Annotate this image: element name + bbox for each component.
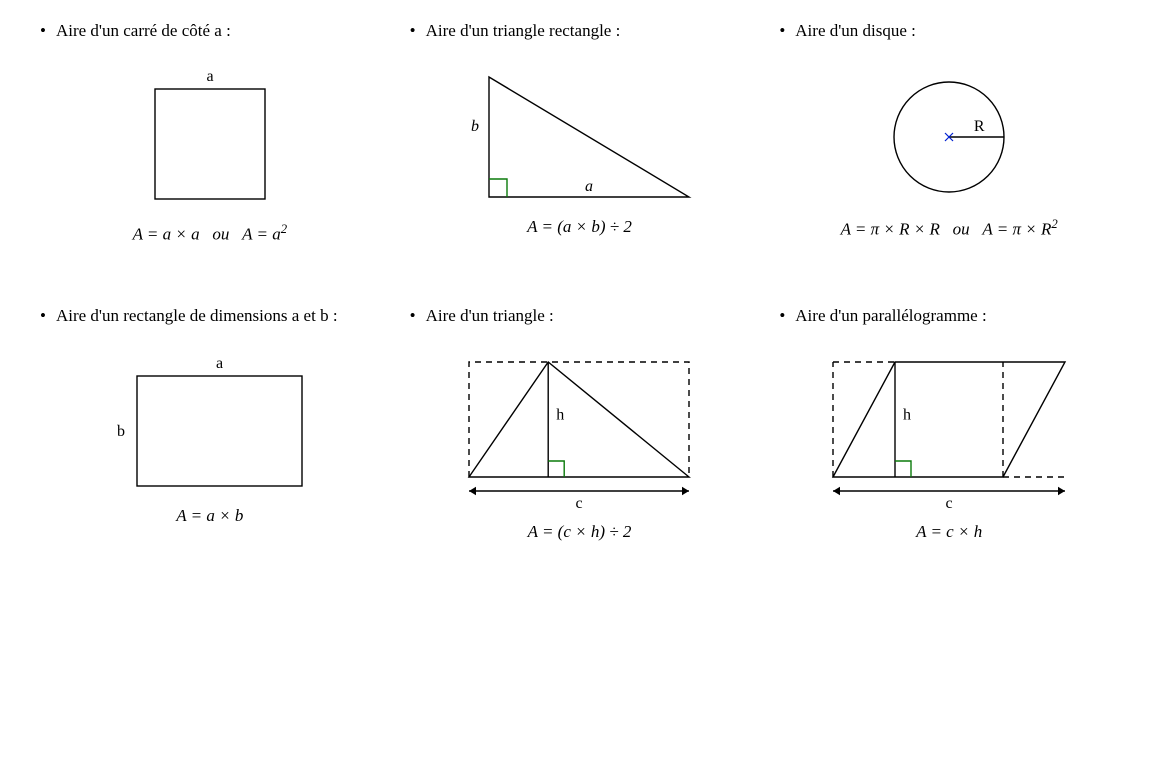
svg-rectangle: ab <box>107 352 312 496</box>
bullet-icon: • <box>40 20 46 42</box>
svg-text:R: R <box>974 118 985 135</box>
svg-text:b: b <box>471 118 479 135</box>
bullet-icon: • <box>779 305 785 327</box>
formula-right-triangle: A = (a × b) ÷ 2 <box>527 217 632 237</box>
title-disk: • Aire d'un disque : <box>779 20 916 42</box>
title-rectangle-text: Aire d'un rectangle de dimensions a et b… <box>56 305 338 327</box>
bullet-icon: • <box>779 20 785 42</box>
svg-text:a: a <box>216 355 223 372</box>
title-triangle-text: Aire d'un triangle : <box>426 305 554 327</box>
svg-text:c: c <box>576 495 583 512</box>
svg-disk: R <box>879 67 1019 207</box>
cell-disk: • Aire d'un disque : R A = π × R × R ou … <box>779 20 1119 245</box>
title-parallelogram: • Aire d'un parallélogramme : <box>779 305 986 327</box>
figure-triangle: hc A = (c × h) ÷ 2 <box>410 352 750 542</box>
formula-parallelogram: A = c × h <box>916 522 982 542</box>
formula-grid: • Aire d'un carré de côté a : a A = a × … <box>40 20 1119 542</box>
title-rectangle: • Aire d'un rectangle de dimensions a et… <box>40 305 338 327</box>
cell-square: • Aire d'un carré de côté a : a A = a × … <box>40 20 380 245</box>
bullet-icon: • <box>40 305 46 327</box>
figure-disk: R A = π × R × R ou A = π × R2 <box>779 67 1119 240</box>
bullet-icon: • <box>410 20 416 42</box>
title-right-triangle: • Aire d'un triangle rectangle : <box>410 20 621 42</box>
svg-text:h: h <box>557 406 565 423</box>
figure-rectangle: ab A = a × b <box>40 352 380 526</box>
cell-right-triangle: • Aire d'un triangle rectangle : ba A = … <box>410 20 750 245</box>
formula-triangle: A = (c × h) ÷ 2 <box>528 522 632 542</box>
cell-parallelogram: • Aire d'un parallélogramme : hc A = c ×… <box>779 305 1119 542</box>
svg-text:a: a <box>206 68 213 85</box>
svg-right-triangle: ba <box>459 67 699 207</box>
figure-right-triangle: ba A = (a × b) ÷ 2 <box>410 67 750 237</box>
figure-parallelogram: hc A = c × h <box>779 352 1119 542</box>
title-disk-text: Aire d'un disque : <box>795 20 916 42</box>
formula-square: A = a × a ou A = a2 <box>133 222 287 245</box>
svg-text:h: h <box>903 406 911 423</box>
formula-rectangle: A = a × b <box>176 506 243 526</box>
figure-square: a A = a × a ou A = a2 <box>40 67 380 245</box>
svg-text:c: c <box>946 495 953 512</box>
title-square: • Aire d'un carré de côté a : <box>40 20 231 42</box>
svg-text:a: a <box>585 178 593 195</box>
svg-parallelogram: hc <box>818 352 1080 512</box>
svg-square: a <box>130 67 290 212</box>
formula-disk: A = π × R × R ou A = π × R2 <box>841 217 1058 240</box>
title-parallelogram-text: Aire d'un parallélogramme : <box>795 305 986 327</box>
title-triangle: • Aire d'un triangle : <box>410 305 554 327</box>
svg-text:b: b <box>117 423 125 440</box>
cell-triangle: • Aire d'un triangle : hc A = (c × h) ÷ … <box>410 305 750 542</box>
svg-triangle: hc <box>454 352 704 512</box>
bullet-icon: • <box>410 305 416 327</box>
title-right-triangle-text: Aire d'un triangle rectangle : <box>426 20 621 42</box>
cell-rectangle: • Aire d'un rectangle de dimensions a et… <box>40 305 380 542</box>
title-square-text: Aire d'un carré de côté a : <box>56 20 231 42</box>
